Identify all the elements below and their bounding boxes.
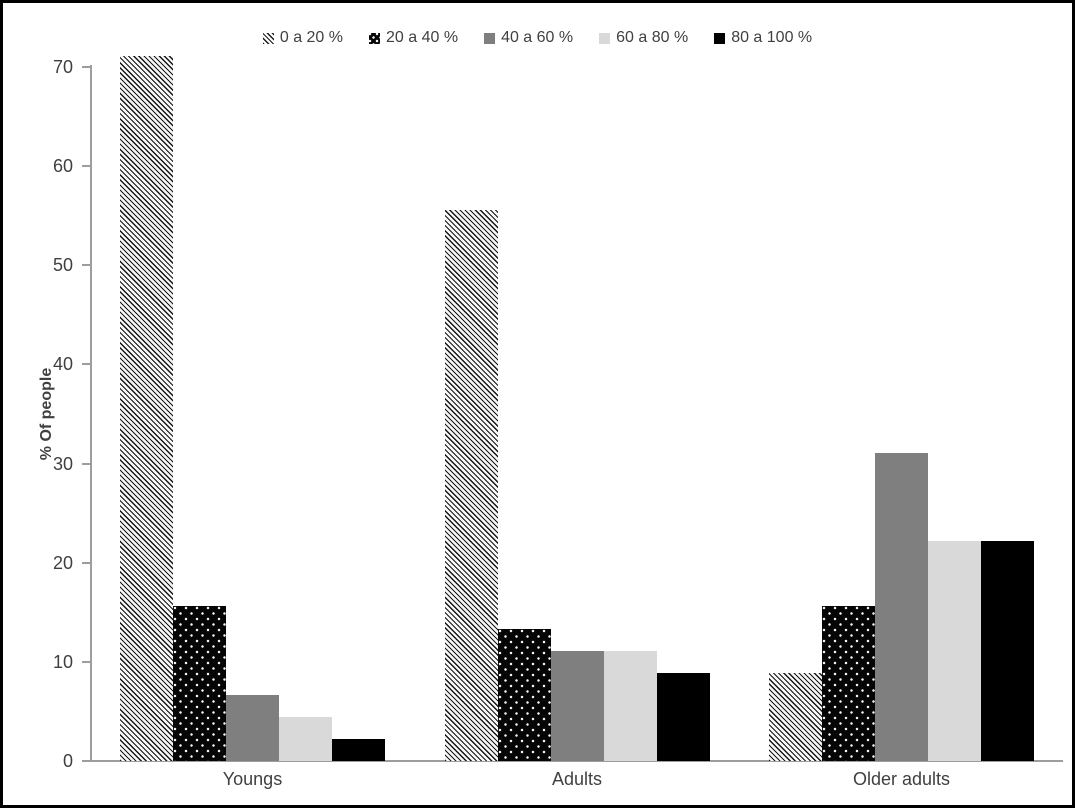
y-tick-label: 50 (52, 255, 73, 276)
legend: 0 a 20 % 20 a 40 % 40 a 60 % 60 a 80 % 80 a … (3, 29, 1072, 47)
y-tick-label: 10 (52, 651, 73, 672)
bar (226, 695, 279, 761)
legend-label: 60 a 80 % (616, 29, 689, 46)
legend-label: 0 a 20 % (279, 29, 343, 46)
y-tick (82, 264, 91, 267)
legend-label: 20 a 40 % (386, 29, 459, 46)
plot-area: 0 10 20 30 40 50 60 70 (53, 53, 1063, 771)
y-tick (82, 363, 91, 366)
legend-marker-dots-on-black-icon (369, 32, 380, 44)
y-axis-line (90, 65, 92, 762)
category-label: Older adults (852, 769, 951, 789)
bar (656, 673, 710, 761)
legend-label: 40 a 60 % (501, 29, 574, 46)
bar (444, 210, 498, 761)
bar (769, 673, 822, 761)
y-tick-label: 70 (52, 57, 73, 78)
bar (822, 606, 875, 761)
legend-marker-solid-icon (484, 32, 496, 44)
y-tick-label: 60 (52, 156, 73, 177)
y-tick-label: 30 (52, 453, 73, 474)
bar (120, 56, 173, 761)
y-tick (82, 561, 91, 564)
bar (497, 629, 551, 761)
legend-marker-diagonal-hatch-icon (262, 32, 274, 44)
bar-group-older-adults (769, 53, 1034, 761)
legend-marker-solid-icon (714, 32, 726, 44)
y-tick (82, 660, 91, 663)
bar (981, 541, 1034, 761)
bars-row (91, 53, 1063, 761)
y-tick (82, 462, 91, 465)
legend-item: 20 a 40 % (369, 29, 458, 47)
category-label: Youngs (222, 769, 283, 789)
bar (928, 541, 981, 761)
y-tick-label: 0 (62, 751, 73, 771)
legend-label: 80 a 100 % (731, 29, 813, 46)
y-tick (82, 66, 91, 69)
legend-item: 0 a 20 % (262, 29, 343, 47)
bar (279, 717, 332, 761)
bar (173, 606, 226, 761)
bar-group-youngs (120, 53, 385, 761)
legend-item: 40 a 60 % (484, 29, 573, 47)
bar (550, 651, 604, 761)
bar (875, 453, 928, 761)
y-tick-label: 20 (52, 552, 73, 573)
bar (603, 651, 657, 761)
y-tick-label: 40 (52, 354, 73, 375)
y-axis-title: % Of people (38, 367, 55, 461)
bar-group-adults (444, 53, 710, 761)
category-label: Adults (551, 769, 603, 789)
legend-marker-solid-icon (599, 32, 611, 44)
category-axis-labels: Youngs Adults Older adults (91, 769, 1063, 790)
x-axis-line (91, 760, 1063, 762)
y-tick (82, 165, 91, 168)
y-tick (82, 760, 91, 762)
bar (332, 739, 385, 761)
legend-item: 60 a 80 % (599, 29, 688, 47)
legend-item: 80 a 100 % (714, 29, 812, 47)
